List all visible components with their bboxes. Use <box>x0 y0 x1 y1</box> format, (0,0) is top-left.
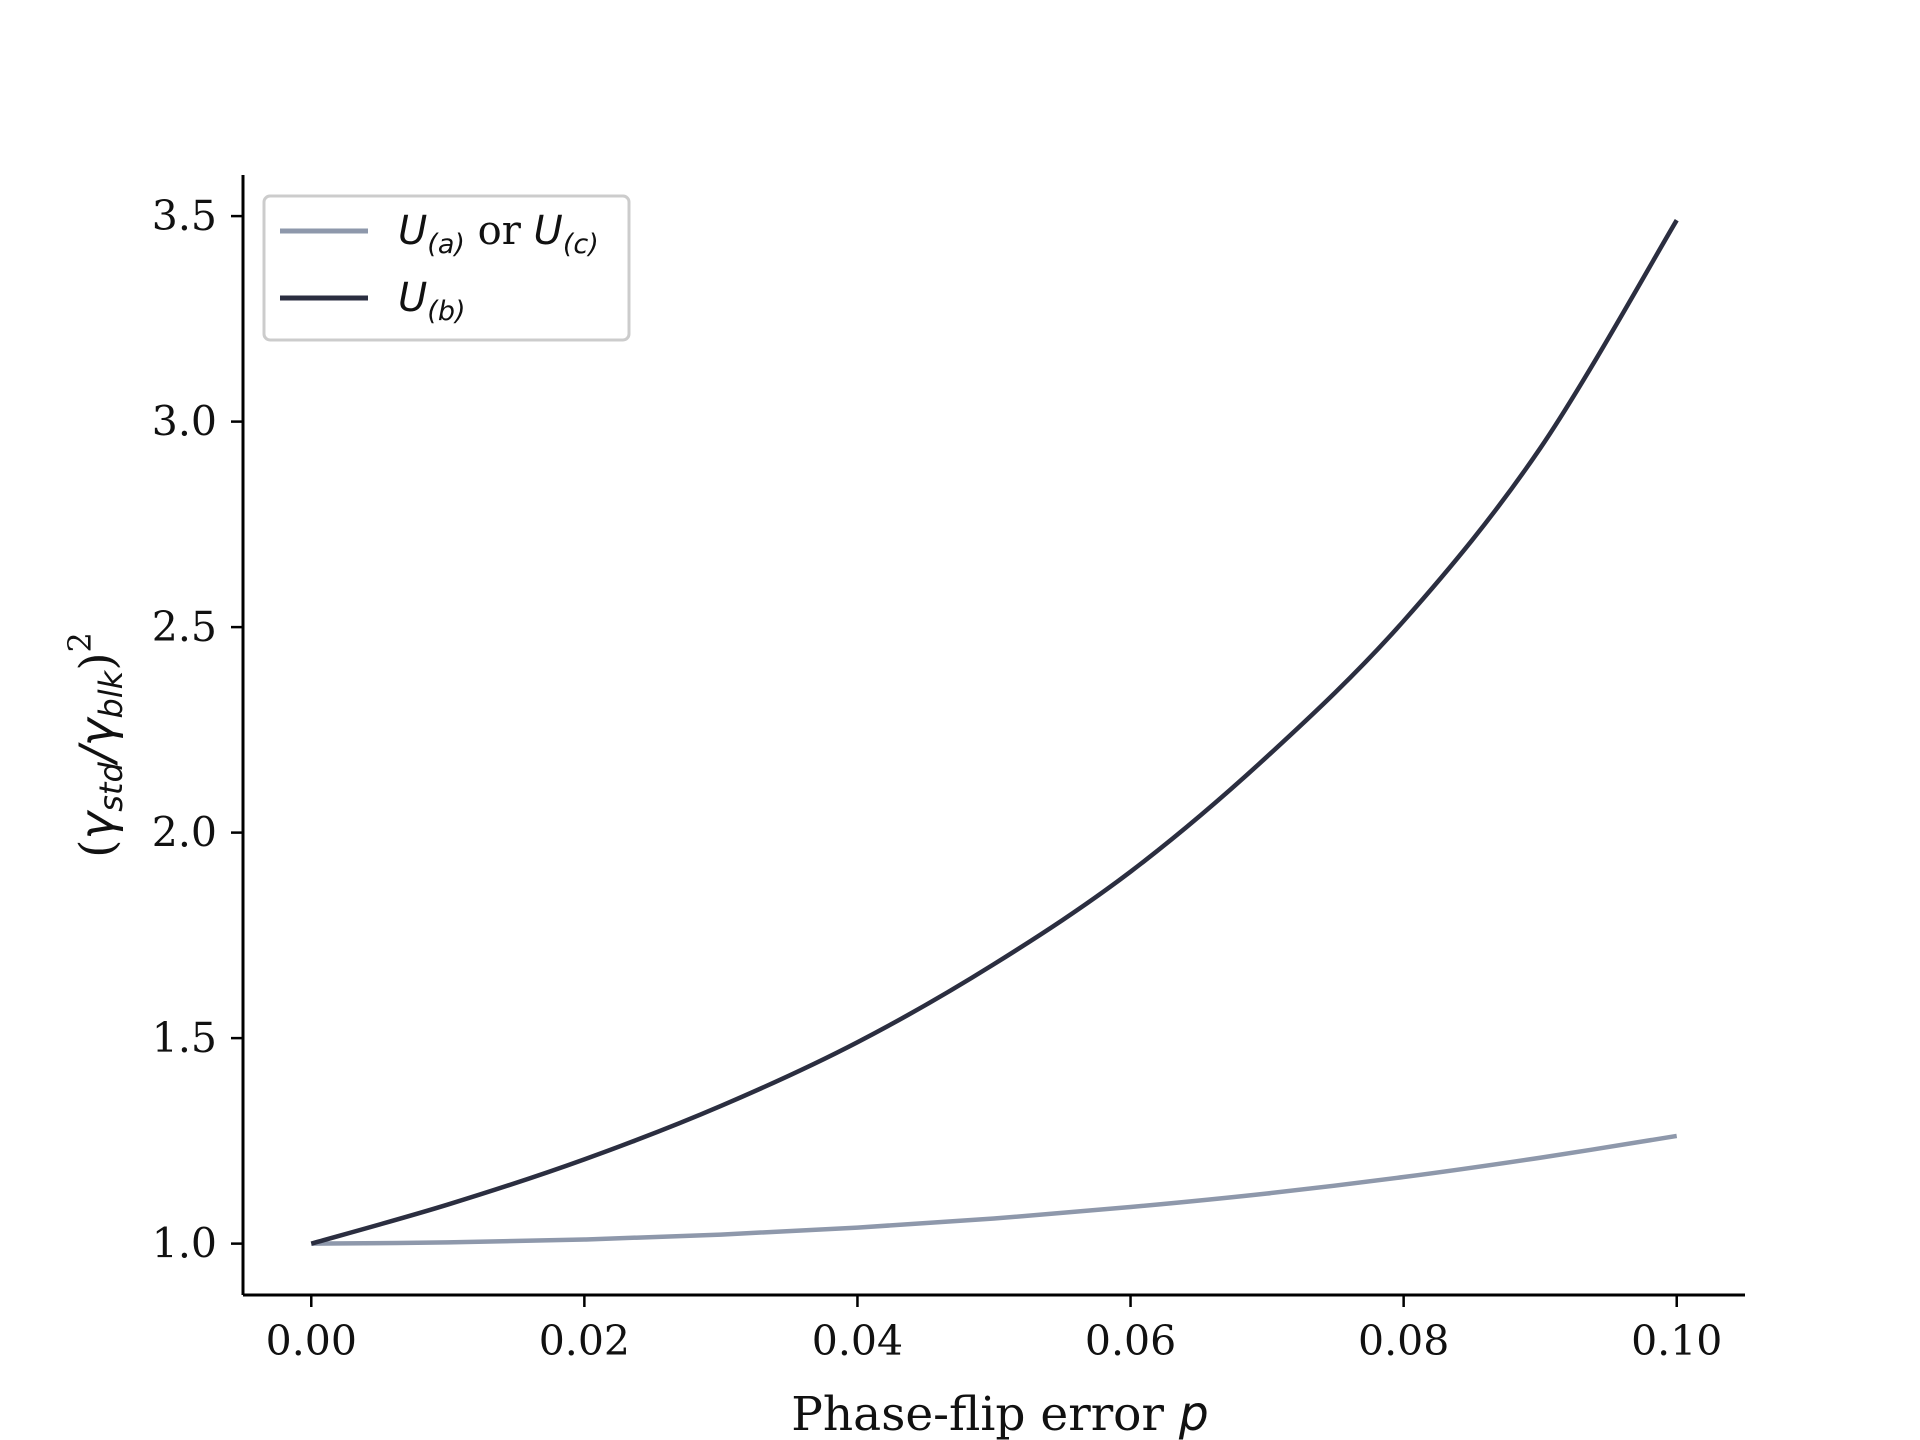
y-tick-label: 3.0 <box>152 398 217 446</box>
legend-label-series-b: U(b) <box>398 275 466 327</box>
x-tick-label: 0.06 <box>1085 1317 1176 1365</box>
x-tick-label: 0.10 <box>1631 1317 1722 1365</box>
axes: 0.00 0.02 0.04 0.06 0.08 0.10 1.0 1.5 2.0 2.5 3.0 3… <box>152 175 1745 1365</box>
legend: U(a) or U(c) U(b) <box>262 194 631 342</box>
y-tick-label: 1.5 <box>152 1014 217 1062</box>
x-axis-title: Phase-flip error p <box>791 1387 1208 1440</box>
y-tick-label: 2.0 <box>152 809 217 857</box>
legend-label-series-a-c: U(a) or U(c) <box>398 208 599 260</box>
y-tick-label: 1.0 <box>152 1220 217 1268</box>
x-tick-label: 0.00 <box>266 1317 357 1365</box>
series-line-b <box>310 219 1679 1246</box>
y-tick-label: 3.5 <box>152 192 217 240</box>
x-tick-label: 0.04 <box>812 1317 903 1365</box>
x-tick-label: 0.08 <box>1358 1317 1449 1365</box>
series-line-a-c <box>311 1133 1678 1246</box>
series-lines <box>310 219 1679 1246</box>
y-tick-label: 2.5 <box>152 603 217 651</box>
y-axis-title: (γstd/γblk)2 <box>61 632 130 858</box>
x-tick-label: 0.02 <box>539 1317 630 1365</box>
